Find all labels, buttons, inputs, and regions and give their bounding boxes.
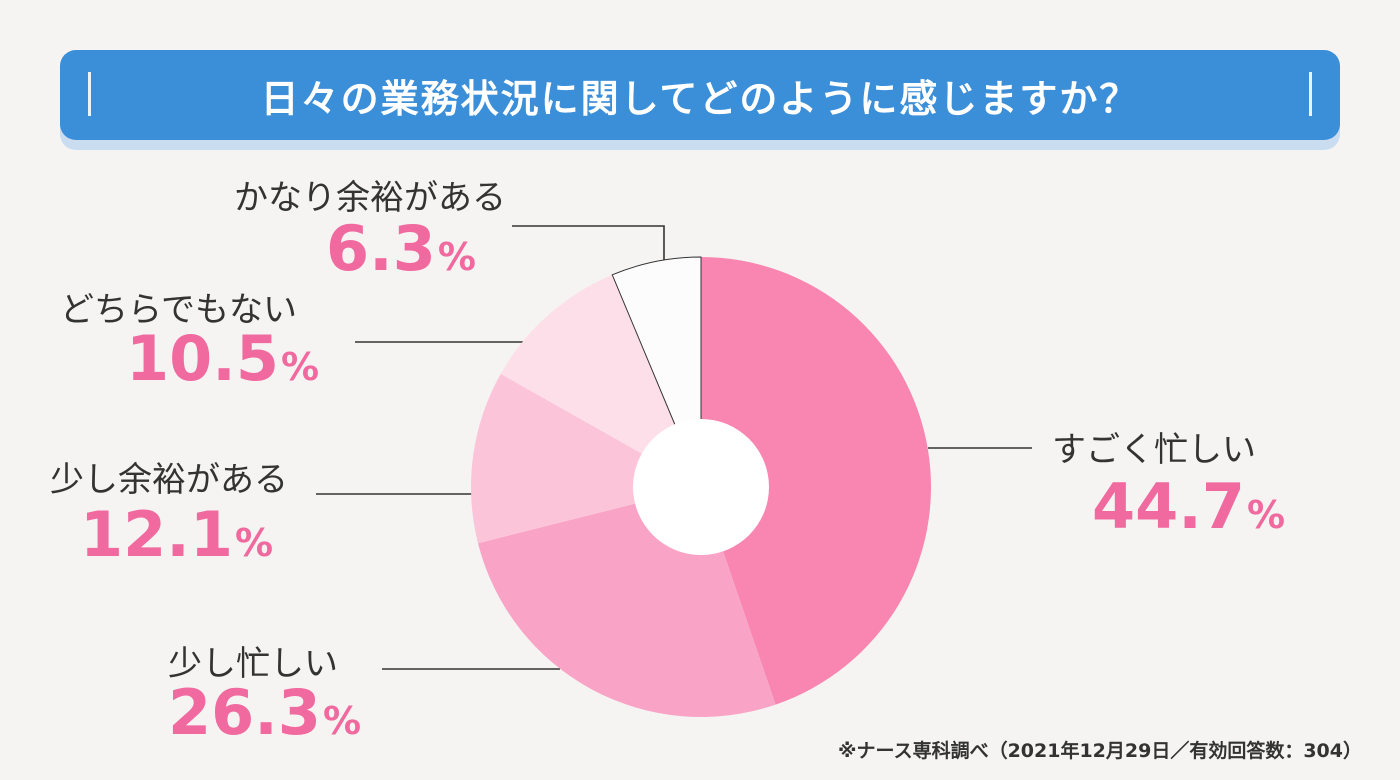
percent-unit: % (322, 699, 362, 743)
percent-value: 6.3 (326, 212, 436, 285)
chart-title: 日々の業務状況に関してどのように感じますか？ (260, 76, 1140, 121)
donut-hole (633, 419, 769, 555)
percent-value: 10.5 (126, 322, 279, 395)
percent-unit: % (1246, 493, 1286, 537)
survey-footnote: ※ナース専科調べ（2021年12月29日／有効回答数：304） (838, 740, 1362, 762)
slice-label-kanari-yoyu: かなり余裕がある (234, 178, 506, 218)
pie-slice-dochira-demo-nai (500, 274, 701, 487)
pie-slice-sugoku-isogashii (701, 257, 932, 705)
slice-label-sugoku-isogashii: すごく忙しい (1052, 430, 1256, 470)
percent-unit: % (437, 235, 476, 279)
percent-unit: % (280, 345, 320, 389)
percent-value: 44.7 (1092, 470, 1245, 543)
banner-left-bar (88, 72, 91, 116)
title-banner: 日々の業務状況に関してどのように感じますか？ (60, 50, 1340, 140)
slice-label-dochira-demo-nai: どちらでもない (60, 290, 297, 330)
slice-percent-sugoku-isogashii: 44.7% (1092, 470, 1285, 543)
slice-label-sukoshi-yoyu: 少し余裕がある (50, 460, 288, 500)
banner-right-bar (1309, 72, 1312, 116)
slice-percent-sukoshi-isogashii: 26.3% (168, 676, 361, 749)
percent-value: 12.1 (80, 498, 233, 571)
percent-unit: % (234, 521, 274, 565)
slice-percent-dochira-demo-nai: 10.5% (126, 322, 319, 395)
percent-value: 26.3 (168, 676, 321, 749)
slice-label-sukoshi-isogashii: 少し忙しい (168, 644, 338, 684)
slice-percent-kanari-yoyu: 6.3% (326, 212, 476, 285)
slice-percent-sukoshi-yoyu: 12.1% (80, 498, 273, 571)
